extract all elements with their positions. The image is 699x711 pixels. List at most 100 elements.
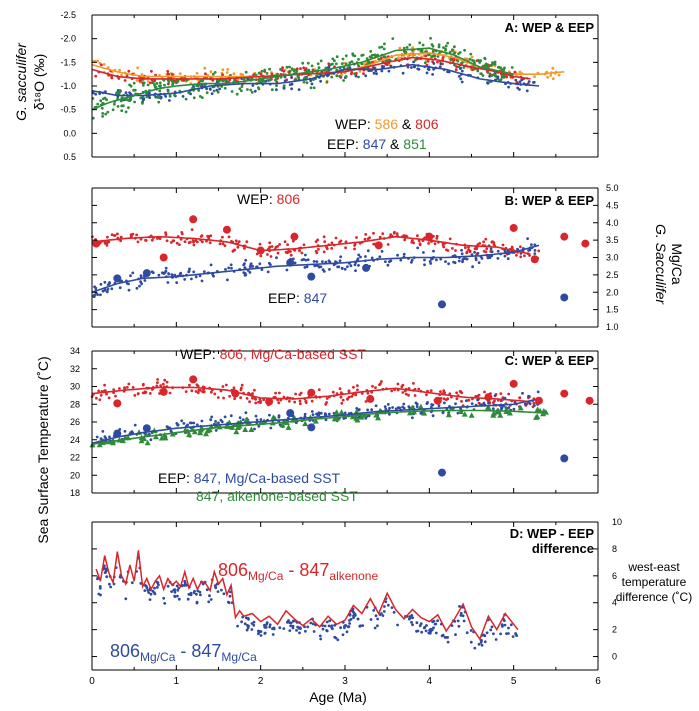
data-point xyxy=(357,58,360,61)
data-point xyxy=(373,626,377,630)
data-point xyxy=(410,258,414,262)
data-point xyxy=(313,264,317,268)
data-point xyxy=(382,47,386,51)
data-point xyxy=(339,391,343,395)
data-point xyxy=(342,79,345,82)
data-point xyxy=(205,588,209,592)
data-point xyxy=(288,69,292,73)
blue-label-dash: - 847 xyxy=(175,641,221,661)
data-point xyxy=(348,613,352,617)
data-point xyxy=(119,99,123,103)
data-point xyxy=(382,610,386,613)
data-point xyxy=(511,635,515,638)
large-marker xyxy=(159,253,168,262)
data-point xyxy=(476,69,480,73)
data-point xyxy=(528,402,532,406)
data-point xyxy=(353,263,357,267)
data-point xyxy=(232,386,236,390)
x-tick-label: 6 xyxy=(595,676,601,687)
data-point xyxy=(457,52,460,56)
data-point xyxy=(221,385,225,388)
data-point xyxy=(474,256,478,260)
data-point xyxy=(99,293,102,297)
data-point xyxy=(375,72,378,76)
data-point xyxy=(452,57,456,61)
legend-eep-prefix: EEP: xyxy=(327,136,363,152)
data-point xyxy=(100,106,104,110)
data-point xyxy=(173,595,177,598)
data-point xyxy=(514,632,517,635)
x-axis-label: Age (Ma) xyxy=(309,689,367,705)
data-point xyxy=(270,72,274,76)
large-marker xyxy=(113,429,122,438)
data-point xyxy=(297,88,301,91)
data-point xyxy=(290,82,294,86)
data-point xyxy=(99,99,103,103)
data-point xyxy=(253,388,256,392)
data-point xyxy=(431,50,435,54)
panel-c-eep-label: EEP: 847, Mg/Ca-based SST xyxy=(158,470,341,486)
data-point xyxy=(434,631,438,635)
data-point xyxy=(384,600,388,604)
data-point xyxy=(131,271,135,275)
data-point xyxy=(270,245,274,248)
data-point xyxy=(436,60,439,64)
alkenone-marker xyxy=(358,414,365,420)
legend-site-851: 851 xyxy=(403,136,427,152)
data-point xyxy=(262,398,266,402)
data-point xyxy=(209,598,213,601)
data-point xyxy=(344,246,347,250)
data-point xyxy=(278,243,281,246)
data-point xyxy=(141,383,145,387)
data-point xyxy=(350,72,353,76)
data-point xyxy=(398,46,402,50)
data-point xyxy=(169,429,173,433)
data-point xyxy=(372,71,376,75)
data-point xyxy=(244,411,248,415)
data-point xyxy=(98,585,102,588)
data-point xyxy=(129,97,133,100)
data-point xyxy=(486,71,490,74)
data-point xyxy=(340,267,344,270)
data-point xyxy=(214,420,218,423)
data-point xyxy=(206,234,210,238)
data-point xyxy=(234,239,238,243)
data-point xyxy=(310,82,314,86)
data-point xyxy=(479,59,483,62)
data-point xyxy=(282,87,286,90)
data-point xyxy=(138,284,141,288)
smoothed-line xyxy=(91,386,531,403)
large-marker xyxy=(113,399,122,408)
data-point xyxy=(119,239,122,243)
data-point xyxy=(525,89,529,93)
alkenone-marker xyxy=(461,411,468,417)
y-tick-label: 2.0 xyxy=(606,287,619,297)
data-point xyxy=(444,398,448,402)
alkenone-marker xyxy=(534,406,541,413)
data-point xyxy=(411,416,414,420)
data-point xyxy=(389,233,393,237)
data-point xyxy=(229,414,233,418)
data-point xyxy=(408,43,412,47)
data-point xyxy=(385,63,389,66)
data-point xyxy=(151,81,155,85)
y-tick-label: 0.0 xyxy=(63,128,76,138)
data-point xyxy=(442,397,446,401)
data-point xyxy=(317,413,321,417)
data-point xyxy=(333,59,336,63)
alkenone-marker xyxy=(270,414,277,420)
data-point xyxy=(322,270,326,273)
data-point xyxy=(117,77,121,80)
data-point xyxy=(204,72,207,76)
data-point xyxy=(229,263,233,267)
data-point xyxy=(289,253,293,257)
data-point xyxy=(238,416,242,419)
large-marker xyxy=(433,396,442,405)
data-point xyxy=(282,84,286,87)
data-point xyxy=(364,255,367,258)
legend-site-847: 847 xyxy=(363,136,387,152)
panel-b-title: B: WEP & EEP xyxy=(505,193,595,208)
y-tick-label: 4.5 xyxy=(606,200,619,210)
data-point xyxy=(145,95,149,99)
data-point xyxy=(354,269,357,272)
